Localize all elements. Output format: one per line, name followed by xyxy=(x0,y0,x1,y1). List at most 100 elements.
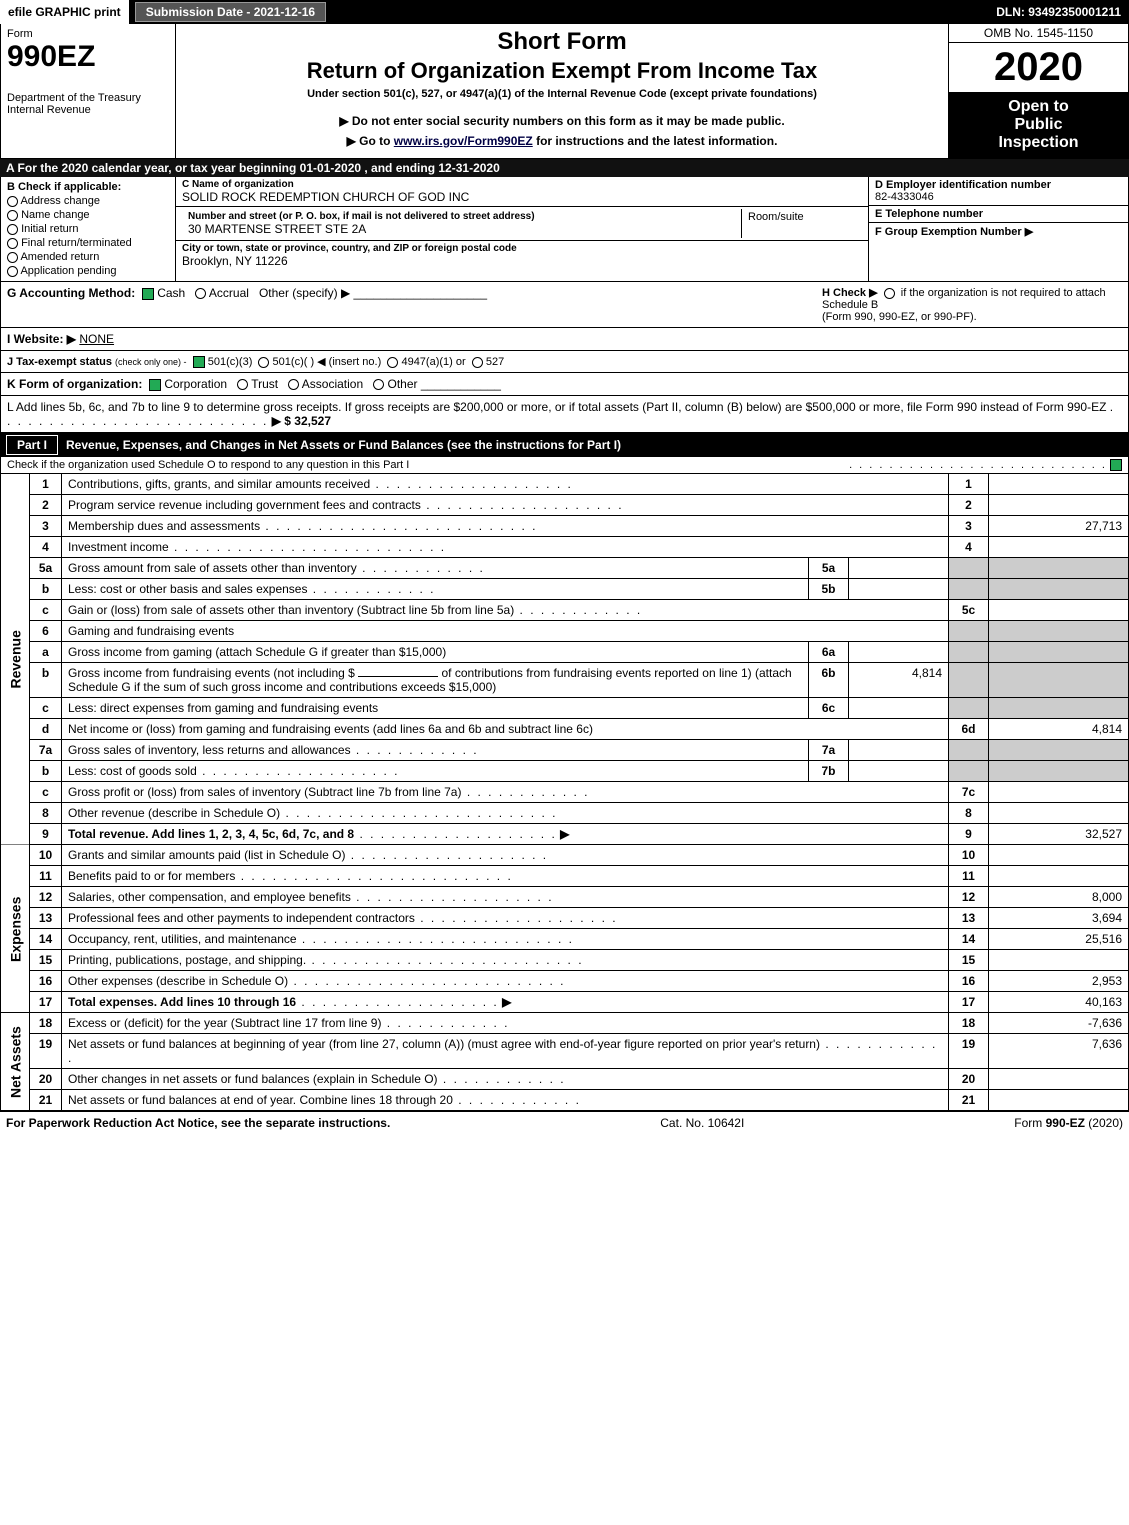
instructions-link[interactable]: www.irs.gov/Form990EZ xyxy=(394,134,533,148)
l7b-desc: Less: cost of goods sold xyxy=(68,764,197,778)
phone-label: E Telephone number xyxy=(875,208,1122,220)
l12-val: 8,000 xyxy=(989,887,1129,908)
header-center: Short Form Return of Organization Exempt… xyxy=(176,24,948,158)
l6d-desc: Net income or (loss) from gaming and fun… xyxy=(68,722,593,736)
line-6: 6 Gaming and fundraising events xyxy=(1,621,1129,642)
part1-subtitle-row: Check if the organization used Schedule … xyxy=(0,457,1129,474)
line-18: Net Assets 18 Excess or (deficit) for th… xyxy=(1,1013,1129,1034)
part1-subtitle: Check if the organization used Schedule … xyxy=(7,459,409,471)
l16-desc: Other expenses (describe in Schedule O) xyxy=(68,974,288,988)
ein-value: 82-4333046 xyxy=(875,191,1122,203)
l19-desc: Net assets or fund balances at beginning… xyxy=(68,1037,820,1051)
check-name-change[interactable]: Name change xyxy=(7,209,169,221)
part1-lines-table: Revenue 1 Contributions, gifts, grants, … xyxy=(0,474,1129,1111)
phone-cell: E Telephone number xyxy=(869,206,1128,223)
l8-val xyxy=(989,803,1129,824)
check-trust[interactable] xyxy=(237,379,248,390)
line-4: 4 Investment income 4 xyxy=(1,537,1129,558)
box-c: C Name of organization SOLID ROCK REDEMP… xyxy=(176,177,868,281)
l21-num: 21 xyxy=(949,1090,989,1111)
j-sub: (check only one) - xyxy=(115,357,187,367)
box-b: B Check if applicable: Address change Na… xyxy=(1,177,176,281)
l13-desc: Professional fees and other payments to … xyxy=(68,911,415,925)
l4-val xyxy=(989,537,1129,558)
submission-date-button[interactable]: Submission Date - 2021-12-16 xyxy=(135,2,326,22)
l1-num: 1 xyxy=(949,474,989,495)
line-17: 17 Total expenses. Add lines 10 through … xyxy=(1,992,1129,1013)
ein-label: D Employer identification number xyxy=(875,179,1122,191)
l-amount: ▶ $ 32,527 xyxy=(272,414,331,428)
l7b-subnum: 7b xyxy=(809,761,849,782)
check-schedule-o-part1[interactable] xyxy=(1110,459,1122,471)
check-corporation[interactable] xyxy=(149,379,161,391)
l5c-num: 5c xyxy=(949,600,989,621)
l3-desc: Membership dues and assessments xyxy=(68,519,260,533)
dln-label: DLN: 93492350001211 xyxy=(996,5,1129,19)
line-6a: a Gross income from gaming (attach Sched… xyxy=(1,642,1129,663)
check-4947[interactable] xyxy=(387,357,398,368)
footer-right: Form 990-EZ (2020) xyxy=(1014,1116,1123,1130)
accounting-method: G Accounting Method: Cash Accrual Other … xyxy=(7,286,822,323)
k-label: K Form of organization: xyxy=(7,377,142,391)
l7a-subnum: 7a xyxy=(809,740,849,761)
footer-center: Cat. No. 10642I xyxy=(660,1116,744,1130)
check-501c[interactable] xyxy=(258,357,269,368)
efile-print-button[interactable]: efile GRAPHIC print xyxy=(0,0,129,24)
opt-assoc: Association xyxy=(302,377,363,391)
check-501c3[interactable] xyxy=(193,356,205,368)
check-application-pending[interactable]: Application pending xyxy=(7,265,169,277)
l2-val xyxy=(989,495,1129,516)
org-name-cell: C Name of organization SOLID ROCK REDEMP… xyxy=(176,177,868,207)
check-amended-return[interactable]: Amended return xyxy=(7,251,169,263)
opt-4947: 4947(a)(1) or xyxy=(401,356,465,368)
check-other-org[interactable] xyxy=(373,379,384,390)
top-bar: efile GRAPHIC print Submission Date - 20… xyxy=(0,0,1129,24)
check-final-return[interactable]: Final return/terminated xyxy=(7,237,169,249)
l3-num: 3 xyxy=(949,516,989,537)
l15-num: 15 xyxy=(949,950,989,971)
check-initial-return[interactable]: Initial return xyxy=(7,223,169,235)
line-7b: b Less: cost of goods sold 7b xyxy=(1,761,1129,782)
instructions-link-line: ▶ Go to www.irs.gov/Form990EZ for instru… xyxy=(186,134,938,148)
l6c-desc: Less: direct expenses from gaming and fu… xyxy=(68,701,378,715)
short-form-title: Short Form xyxy=(186,28,938,56)
l7c-desc: Gross profit or (loss) from sales of inv… xyxy=(68,785,461,799)
line-14: 14 Occupancy, rent, utilities, and maint… xyxy=(1,929,1129,950)
check-527[interactable] xyxy=(472,357,483,368)
l7a-subval xyxy=(849,740,949,761)
l12-desc: Salaries, other compensation, and employ… xyxy=(68,890,351,904)
l7b-subval xyxy=(849,761,949,782)
l5a-subval xyxy=(849,558,949,579)
l7c-num: 7c xyxy=(949,782,989,803)
l6d-val: 4,814 xyxy=(989,719,1129,740)
check-h[interactable] xyxy=(884,288,895,299)
part1-header: Part I Revenue, Expenses, and Changes in… xyxy=(0,433,1129,457)
l20-num: 20 xyxy=(949,1069,989,1090)
line-20: 20 Other changes in net assets or fund b… xyxy=(1,1069,1129,1090)
check-accrual[interactable] xyxy=(195,288,206,299)
l7a-desc: Gross sales of inventory, less returns a… xyxy=(68,743,351,757)
page-footer: For Paperwork Reduction Act Notice, see … xyxy=(0,1111,1129,1134)
dept-treasury: Department of the Treasury xyxy=(7,92,169,104)
row-g-h: G Accounting Method: Cash Accrual Other … xyxy=(0,282,1129,328)
top-bar-left: efile GRAPHIC print Submission Date - 20… xyxy=(0,0,326,24)
l18-val: -7,636 xyxy=(989,1013,1129,1034)
opt3-label: Initial return xyxy=(21,223,78,235)
l6d-num: 6d xyxy=(949,719,989,740)
opt-corp: Corporation xyxy=(164,377,227,391)
check-association[interactable] xyxy=(288,379,299,390)
line-5c: c Gain or (loss) from sale of assets oth… xyxy=(1,600,1129,621)
city-label: City or town, state or province, country… xyxy=(182,243,862,254)
line-13: 13 Professional fees and other payments … xyxy=(1,908,1129,929)
form-header: Form 990EZ Department of the Treasury In… xyxy=(0,24,1129,159)
opt5-label: Amended return xyxy=(20,251,99,263)
cash-label: Cash xyxy=(157,286,185,300)
l6b-desc1: Gross income from fundraising events (no… xyxy=(68,666,355,680)
l17-val: 40,163 xyxy=(989,992,1129,1013)
check-address-change[interactable]: Address change xyxy=(7,195,169,207)
warn2-pre: ▶ Go to xyxy=(347,134,394,148)
check-cash[interactable] xyxy=(142,288,154,300)
box-b-title: B Check if applicable: xyxy=(7,181,169,193)
line-7c: c Gross profit or (loss) from sales of i… xyxy=(1,782,1129,803)
open-to-public-box: Open to Public Inspection xyxy=(949,92,1128,158)
